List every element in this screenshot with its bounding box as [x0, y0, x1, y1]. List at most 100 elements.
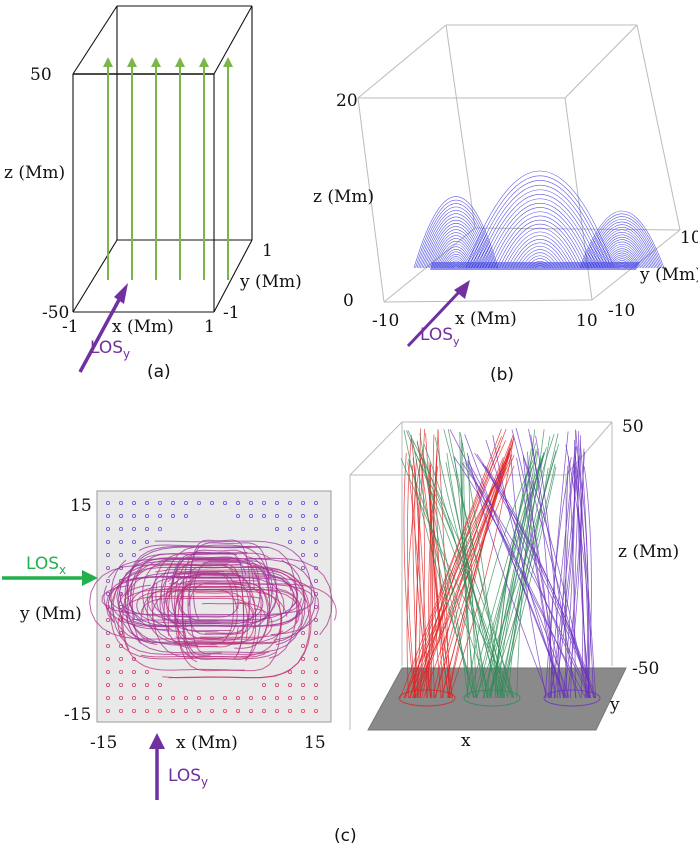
swirl-line	[163, 574, 298, 649]
vector-glyph	[183, 696, 188, 701]
swirl-line	[138, 544, 270, 580]
flux-strand	[399, 428, 502, 699]
panel-a-box	[72, 5, 253, 313]
flux-strand	[467, 460, 570, 699]
vector-glyph	[119, 500, 124, 505]
vector-glyph	[119, 696, 124, 701]
flux-strand	[562, 439, 576, 699]
flux-strand	[516, 457, 557, 699]
flux-strand	[497, 433, 559, 699]
arcade-loop	[485, 203, 595, 269]
vector-glyph	[313, 670, 318, 675]
arcade-loop	[584, 219, 660, 269]
vector-glyph	[287, 709, 292, 714]
vector-glyph	[300, 670, 305, 675]
swirl-line	[151, 571, 224, 617]
vector-glyph	[119, 657, 124, 662]
vector-glyph	[209, 696, 214, 701]
vector-glyph	[209, 709, 214, 714]
swirl-line	[170, 552, 234, 633]
vector-glyph	[131, 696, 136, 701]
flux-strand	[448, 435, 515, 699]
panel-b: 20 z (Mm) 0 -10 x (Mm) 10 -10 y (Mm) 10 …	[313, 24, 698, 385]
arcade-loop	[599, 243, 645, 269]
panel-a-field-lines	[103, 57, 233, 280]
vector-glyph	[300, 683, 305, 688]
swirl-line	[191, 551, 244, 583]
vector-glyph	[183, 709, 188, 714]
arcade-loop	[581, 213, 663, 269]
vector-glyph	[261, 514, 266, 519]
vector-glyph	[313, 566, 318, 571]
swirl-line	[168, 589, 238, 639]
y-axis-label: y	[609, 695, 620, 715]
los-x-arrowhead	[82, 570, 98, 586]
vector-glyph	[144, 540, 149, 545]
x-axis-label: x (Mm)	[112, 317, 174, 337]
vector-glyph	[131, 527, 136, 532]
caption-c: (c)	[334, 826, 357, 846]
los-x-label: LOSx	[26, 554, 66, 577]
vector-glyph	[106, 579, 111, 584]
los-y-arrow	[406, 289, 462, 348]
arcade-loop	[468, 175, 612, 269]
vector-glyph	[131, 683, 136, 688]
flux-strand	[434, 439, 513, 699]
x-axis-label: x (Mm)	[455, 309, 517, 329]
arcade-loop	[498, 224, 582, 269]
arcade-loop	[432, 235, 480, 269]
vector-glyph	[313, 527, 318, 532]
swirl-line	[189, 539, 251, 655]
vector-glyph	[261, 683, 266, 688]
arcade-loop	[419, 210, 493, 269]
arcade-loop	[585, 221, 659, 269]
vector-glyph	[222, 696, 227, 701]
swirl-line	[130, 572, 292, 597]
x-tick-right: 15	[304, 733, 326, 753]
swirl-line	[201, 603, 266, 616]
flux-strand	[564, 445, 578, 699]
vector-glyph	[119, 709, 124, 714]
los-label: LOSy	[90, 338, 130, 361]
y-axis-label: y (Mm)	[239, 272, 302, 292]
y-tick-back: 10	[680, 228, 698, 248]
arcade-loop	[422, 216, 490, 269]
flux-strand	[423, 458, 512, 699]
flux-strand	[465, 462, 587, 699]
arcade-loop	[429, 229, 483, 269]
vector-glyph	[300, 540, 305, 545]
vector-glyph	[248, 696, 253, 701]
flux-strand	[503, 443, 560, 699]
arcade-loop	[596, 239, 648, 269]
flux-strand	[412, 465, 419, 699]
flux-strand	[557, 465, 569, 699]
vector-glyph	[300, 696, 305, 701]
vector-glyph	[274, 527, 279, 532]
vector-glyph	[196, 500, 201, 505]
swirl-line	[152, 586, 303, 644]
arcade-loop	[413, 196, 499, 269]
vector-glyph	[106, 644, 111, 649]
arcade-loop	[430, 232, 482, 269]
vector-glyph	[170, 696, 175, 701]
vector-glyph	[106, 553, 111, 558]
flux-strand	[419, 433, 474, 699]
arcade-loop	[510, 239, 570, 269]
vector-glyph	[313, 696, 318, 701]
y-tick-bottom: -15	[64, 705, 91, 725]
los-y-label: LOSy	[168, 766, 208, 789]
vector-glyph	[274, 514, 279, 519]
vector-glyph	[106, 683, 111, 688]
arcade-loop	[602, 248, 642, 269]
vector-glyph	[300, 553, 305, 558]
flux-strand	[447, 429, 514, 699]
los-y-arrowhead	[149, 733, 165, 749]
x-tick-left: -15	[90, 733, 117, 753]
vector-glyph	[313, 709, 318, 714]
swirl-line	[200, 583, 337, 621]
arcade-loop	[471, 180, 609, 269]
vector-glyph	[106, 618, 111, 623]
vector-glyph	[313, 540, 318, 545]
vector-glyph	[222, 500, 227, 505]
swirl-line	[120, 591, 302, 617]
